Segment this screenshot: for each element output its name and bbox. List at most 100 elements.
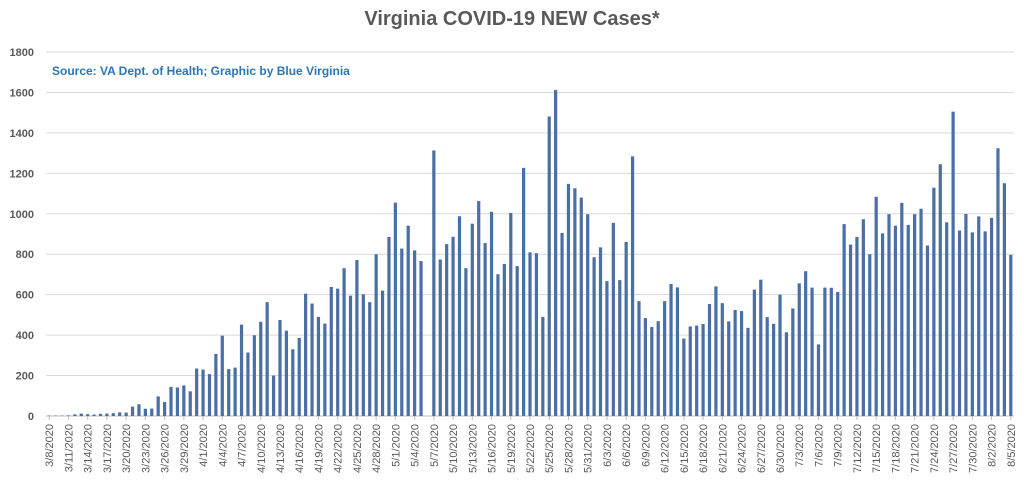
x-tick-label: 5/1/2020 bbox=[390, 424, 402, 467]
bar bbox=[663, 301, 667, 416]
bar bbox=[502, 263, 506, 416]
y-tick-label: 1600 bbox=[10, 87, 34, 99]
bar bbox=[118, 412, 122, 416]
bar bbox=[252, 335, 256, 416]
x-tick-label: 5/13/2020 bbox=[467, 424, 479, 473]
bar bbox=[515, 266, 519, 416]
x-tick-label: 5/7/2020 bbox=[429, 424, 441, 467]
bar bbox=[445, 244, 449, 416]
x-tick-label: 7/15/2020 bbox=[871, 424, 883, 473]
bar bbox=[438, 259, 442, 416]
bar bbox=[823, 287, 827, 416]
bar bbox=[630, 156, 635, 416]
x-tick-label: 5/28/2020 bbox=[563, 424, 575, 473]
bar bbox=[566, 183, 571, 416]
x-tick-label: 3/29/2020 bbox=[179, 424, 191, 473]
x-tick-label: 5/22/2020 bbox=[525, 424, 537, 473]
bar bbox=[675, 287, 680, 416]
bar bbox=[816, 344, 821, 416]
bar bbox=[579, 197, 583, 416]
x-tick-label: 3/11/2020 bbox=[63, 424, 75, 472]
x-tick-label: 3/26/2020 bbox=[160, 424, 172, 473]
bar bbox=[271, 375, 276, 416]
bar bbox=[368, 302, 372, 416]
bar bbox=[733, 310, 737, 416]
bar bbox=[720, 303, 724, 416]
bar bbox=[893, 225, 898, 416]
x-tick-label: 5/19/2020 bbox=[506, 424, 518, 473]
bar bbox=[259, 321, 263, 416]
x-tick-label: 3/14/2020 bbox=[83, 424, 95, 473]
bar bbox=[598, 247, 603, 416]
bar bbox=[214, 353, 218, 416]
x-tick-label: 6/21/2020 bbox=[717, 424, 729, 473]
x-tick-label: 7/21/2020 bbox=[910, 424, 922, 473]
x-tick-label: 7/6/2020 bbox=[813, 424, 825, 467]
bar bbox=[714, 286, 718, 416]
bar bbox=[829, 287, 833, 416]
bar bbox=[156, 396, 160, 416]
bar bbox=[239, 324, 244, 416]
bar bbox=[233, 367, 237, 416]
x-tick-label: 5/31/2020 bbox=[583, 424, 595, 473]
bar bbox=[111, 413, 115, 416]
x-tick-label: 6/3/2020 bbox=[602, 424, 614, 467]
x-tick-label: 4/1/2020 bbox=[198, 424, 210, 467]
bar bbox=[727, 321, 731, 416]
bar bbox=[419, 261, 423, 416]
bar bbox=[650, 327, 654, 416]
bar bbox=[316, 316, 321, 416]
bar bbox=[938, 164, 942, 416]
bar bbox=[66, 415, 71, 416]
bar bbox=[483, 243, 487, 416]
y-tick-label: 200 bbox=[16, 371, 34, 383]
x-tick-label: 4/16/2020 bbox=[294, 424, 306, 473]
bar bbox=[92, 414, 96, 416]
bar bbox=[528, 252, 532, 416]
bar bbox=[73, 414, 77, 416]
bar bbox=[413, 250, 417, 416]
x-tick-label: 6/24/2020 bbox=[737, 424, 749, 473]
x-tick-label: 5/4/2020 bbox=[410, 424, 422, 467]
bar bbox=[207, 374, 212, 416]
x-tick-label: 6/30/2020 bbox=[775, 424, 787, 473]
bar bbox=[464, 268, 468, 416]
x-tick-label: 7/24/2020 bbox=[929, 424, 941, 473]
bar bbox=[246, 352, 250, 416]
bar bbox=[355, 260, 359, 416]
bar bbox=[175, 387, 180, 416]
bar bbox=[124, 412, 128, 416]
x-tick-label: 4/25/2020 bbox=[352, 424, 364, 473]
bar bbox=[342, 268, 346, 416]
bar bbox=[605, 281, 609, 416]
bar bbox=[784, 332, 789, 416]
bar bbox=[925, 245, 930, 416]
bar bbox=[278, 319, 282, 416]
bar bbox=[880, 233, 885, 416]
bar bbox=[162, 402, 167, 416]
bar bbox=[592, 257, 596, 416]
bar bbox=[707, 303, 712, 416]
bar bbox=[913, 214, 917, 416]
bar bbox=[868, 254, 872, 416]
bar bbox=[182, 385, 186, 416]
y-tick-label: 0 bbox=[28, 411, 34, 423]
x-tick-label: 3/8/2020 bbox=[44, 424, 56, 467]
bar bbox=[457, 216, 462, 416]
bar bbox=[361, 294, 365, 416]
bar bbox=[400, 248, 404, 416]
bar bbox=[573, 188, 577, 416]
bar bbox=[137, 404, 141, 416]
bar bbox=[861, 219, 865, 416]
bar bbox=[105, 413, 109, 416]
x-tick-label: 6/27/2020 bbox=[756, 424, 768, 473]
bar bbox=[227, 369, 231, 416]
x-tick-label: 5/16/2020 bbox=[487, 424, 499, 473]
bar bbox=[989, 217, 994, 416]
bar bbox=[432, 150, 436, 417]
y-tick-label: 1800 bbox=[10, 47, 34, 59]
bar bbox=[220, 335, 224, 416]
x-tick-label: 7/18/2020 bbox=[890, 424, 902, 473]
bar bbox=[919, 208, 923, 416]
bar bbox=[611, 222, 615, 416]
